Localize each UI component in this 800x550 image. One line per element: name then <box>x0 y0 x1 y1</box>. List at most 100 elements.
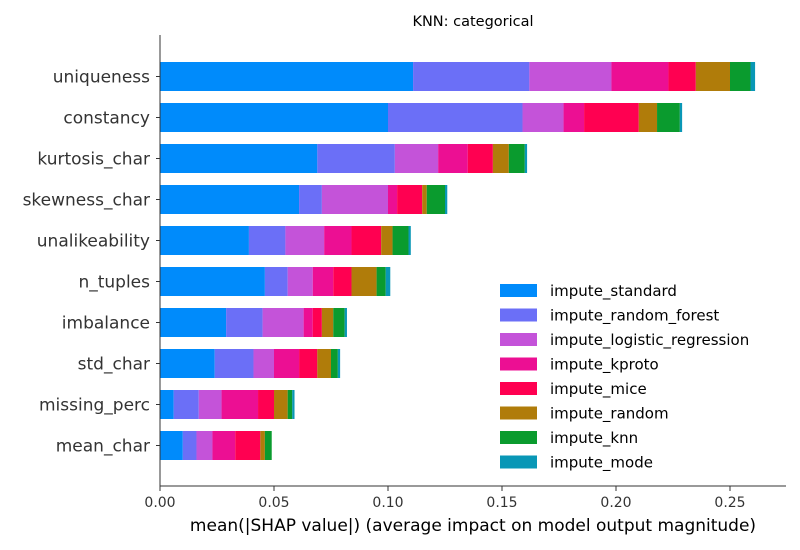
bar-skewness_char-impute_random_forest <box>299 185 322 214</box>
legend-label-impute_logistic_regression: impute_logistic_regression <box>550 331 749 350</box>
bar-missing_perc-impute_standard <box>160 390 174 419</box>
bar-skewness_char-impute_mode <box>445 185 448 214</box>
y-tick-label-std_char: std_char <box>78 355 150 375</box>
x-ticks: 0.00 0.05 0.10 0.15 0.20 0.25 <box>144 486 746 511</box>
chart-title: KNN: categorical <box>412 14 533 30</box>
bar-uniqueness-impute_mode <box>750 62 756 91</box>
bar-skewness_char-impute_logistic_regression <box>321 185 388 214</box>
bar-unalikeability-impute_random_forest <box>248 226 286 255</box>
y-tick-label-mean_char: mean_char <box>56 437 150 457</box>
bar-imbalance-impute_kproto <box>303 308 313 337</box>
bar-std_char-impute_mode <box>337 349 341 378</box>
bar-kurtosis_char-impute_random <box>492 144 509 173</box>
bar-std_char-impute_logistic_regression <box>253 349 274 378</box>
bar-skewness_char-impute_random <box>422 185 427 214</box>
y-tick-label-imbalance: imbalance <box>62 314 150 334</box>
x-axis-label: mean(|SHAP value|) (average impact on mo… <box>190 516 756 536</box>
bar-unalikeability-impute_mice <box>351 226 382 255</box>
y-tick-label-unalikeability: unalikeability <box>37 232 150 252</box>
bar-imbalance-impute_mode <box>344 308 347 337</box>
bar-constancy-impute_standard <box>160 103 388 132</box>
bar-std_char-impute_standard <box>160 349 215 378</box>
bar-mean_char-impute_logistic_regression <box>196 431 213 460</box>
x-tick-label: 0.05 <box>258 495 289 511</box>
x-tick-label: 0.15 <box>486 495 517 511</box>
legend-swatch-impute_mode <box>500 455 537 469</box>
legend-label-impute_kproto: impute_kproto <box>550 356 659 375</box>
bar-n_tuples-impute_random_forest <box>264 267 288 296</box>
bar-missing_perc-impute_mice <box>258 390 274 419</box>
y-tick-label-kurtosis_char: kurtosis_char <box>37 150 150 170</box>
bar-missing_perc-impute_logistic_regression <box>198 390 222 419</box>
bar-skewness_char-impute_knn <box>426 185 445 214</box>
bar-uniqueness-impute_random <box>695 62 730 91</box>
bar-mean_char-impute_standard <box>160 431 183 460</box>
bar-uniqueness-impute_kproto <box>611 62 669 91</box>
bar-imbalance-impute_standard <box>160 308 227 337</box>
legend: impute_standard impute_random_forestimput… <box>500 282 749 473</box>
bar-missing_perc-impute_random <box>274 390 288 419</box>
x-tick-label: 0.00 <box>144 495 175 511</box>
legend-swatch-impute_random <box>500 406 537 420</box>
bar-constancy-impute_mice <box>584 103 639 132</box>
bar-uniqueness-impute_knn <box>730 62 751 91</box>
bar-kurtosis_char-impute_random_forest <box>317 144 395 173</box>
y-tick-label-missing_perc: missing_perc <box>39 396 150 416</box>
bar-n_tuples-impute_random <box>351 267 377 296</box>
bar-imbalance-impute_logistic_regression <box>262 308 304 337</box>
legend-label-impute_mode: impute_mode <box>550 454 653 473</box>
bar-std_char-impute_kproto <box>274 349 300 378</box>
legend-swatch-impute_mice <box>500 382 537 395</box>
bar-std_char-impute_knn <box>331 349 338 378</box>
bar-unalikeability-impute_random <box>381 226 393 255</box>
bars-group <box>160 62 756 460</box>
bar-unalikeability-impute_standard <box>160 226 249 255</box>
bar-mean_char-impute_mice <box>235 431 261 460</box>
bar-skewness_char-impute_mice <box>397 185 423 214</box>
legend-swatch-impute_random_forest <box>500 308 537 322</box>
feature-labels: uniqueness constancy kurtosis_char skewness… <box>23 68 160 457</box>
bar-uniqueness-impute_mice <box>668 62 696 91</box>
bar-constancy-impute_logistic_regression <box>522 103 564 132</box>
legend-label-impute_random: impute_random <box>550 405 669 424</box>
bar-kurtosis_char-impute_logistic_regression <box>394 144 439 173</box>
bar-kurtosis_char-impute_knn <box>508 144 525 173</box>
bar-n_tuples-impute_mode <box>385 267 391 296</box>
y-tick-label-uniqueness: uniqueness <box>53 68 150 88</box>
bar-std_char-impute_random_forest <box>214 349 254 378</box>
bar-mean_char-impute_kproto <box>212 431 236 460</box>
bar-skewness_char-impute_standard <box>160 185 300 214</box>
bar-skewness_char-impute_kproto <box>388 185 398 214</box>
x-tick-label: 0.20 <box>600 495 631 511</box>
y-tick-label-skewness_char: skewness_char <box>23 191 150 211</box>
legend-swatch-impute_standard <box>500 284 537 297</box>
bar-mean_char-impute_knn <box>264 431 272 460</box>
y-tick-label-constancy: constancy <box>63 109 150 129</box>
bar-unalikeability-impute_kproto <box>324 226 352 255</box>
bar-unalikeability-impute_logistic_regression <box>285 226 325 255</box>
legend-label-impute_standard: impute_standard <box>550 282 677 301</box>
bar-missing_perc-impute_random_forest <box>173 390 199 419</box>
legend-label-impute_knn: impute_knn <box>550 429 638 448</box>
bar-imbalance-impute_random <box>321 308 334 337</box>
bar-constancy-impute_random <box>638 103 658 132</box>
bar-unalikeability-impute_knn <box>392 226 409 255</box>
legend-swatch-impute_kproto <box>500 357 537 371</box>
bar-kurtosis_char-impute_mode <box>524 144 528 173</box>
bar-missing_perc-impute_mode <box>292 390 295 419</box>
bar-constancy-impute_kproto <box>563 103 585 132</box>
bar-n_tuples-impute_mice <box>333 267 352 296</box>
bar-n_tuples-impute_knn <box>376 267 386 296</box>
bar-uniqueness-impute_standard <box>160 62 414 91</box>
bar-n_tuples-impute_logistic_regression <box>287 267 313 296</box>
legend-swatch-impute_logistic_regression <box>500 333 537 346</box>
x-tick-label: 0.10 <box>372 495 403 511</box>
bar-missing_perc-impute_kproto <box>221 390 259 419</box>
bar-n_tuples-impute_standard <box>160 267 265 296</box>
bar-imbalance-impute_mice <box>312 308 322 337</box>
bar-imbalance-impute_random_forest <box>226 308 263 337</box>
bar-uniqueness-impute_logistic_regression <box>529 62 612 91</box>
legend-label-impute_mice: impute_mice <box>550 380 647 399</box>
bar-std_char-impute_mice <box>299 349 318 378</box>
